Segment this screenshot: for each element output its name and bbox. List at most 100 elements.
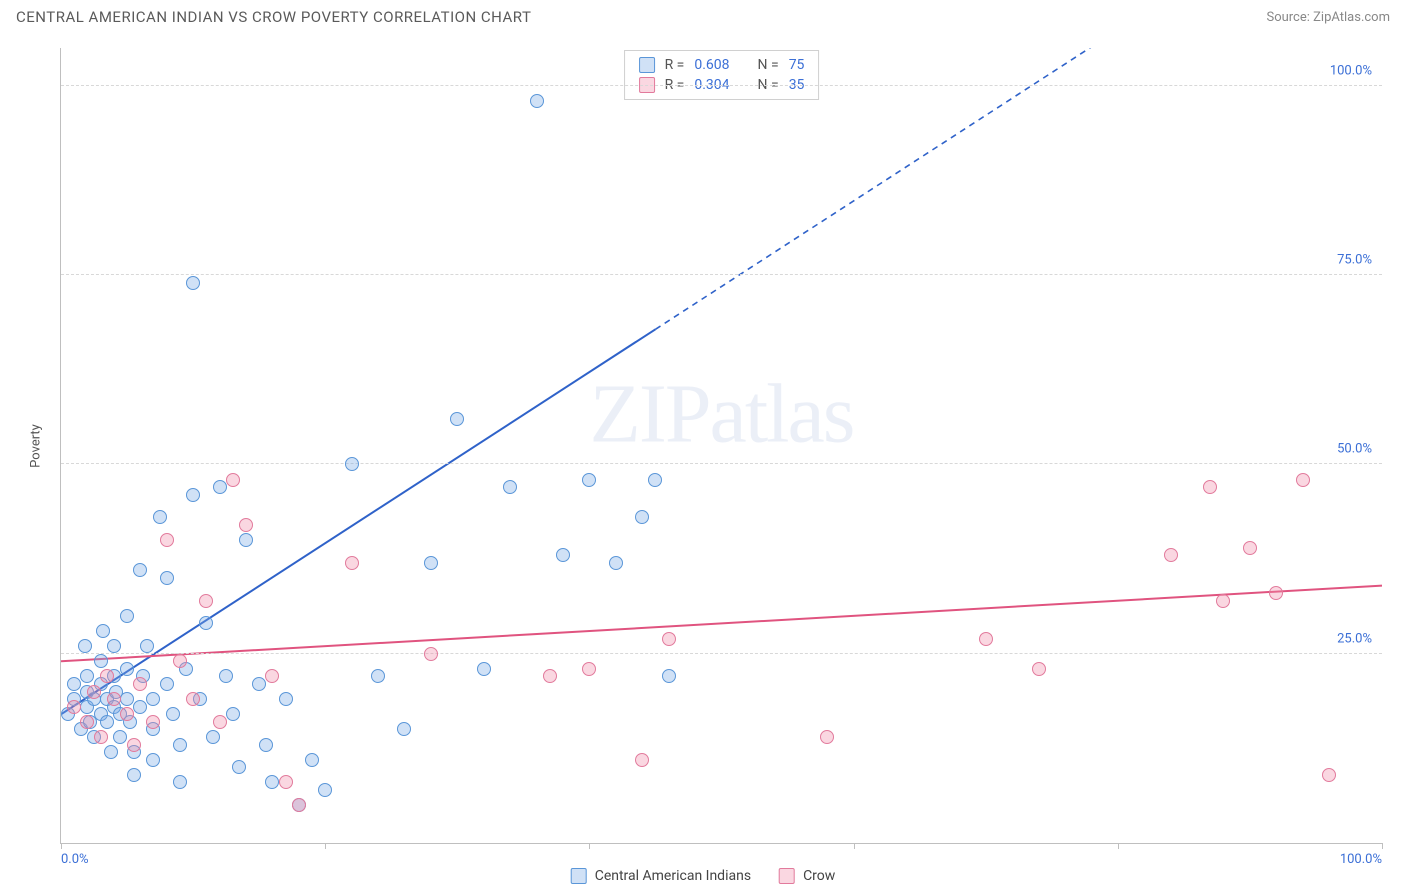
data-point	[648, 473, 662, 487]
data-point	[107, 639, 121, 653]
data-point	[226, 473, 240, 487]
data-point	[127, 738, 141, 752]
data-point	[173, 775, 187, 789]
data-point	[120, 707, 134, 721]
data-point	[113, 730, 127, 744]
stat-r-value: 0.608	[694, 57, 729, 73]
plot-area: ZIPatlas R =0.608N =75R =0.304N =35 25.0…	[60, 48, 1382, 844]
statistics-legend: R =0.608N =75R =0.304N =35	[624, 50, 820, 100]
data-point	[146, 715, 160, 729]
gridline	[61, 653, 1382, 654]
stat-r-label: R =	[665, 57, 685, 73]
data-point	[252, 677, 266, 691]
data-point	[530, 94, 544, 108]
stat-legend-row: R = 0.608 N = 75	[639, 55, 805, 75]
data-point	[609, 556, 623, 570]
data-point	[820, 730, 834, 744]
data-point	[397, 722, 411, 736]
y-tick-label: 25.0%	[1337, 631, 1372, 646]
x-tick	[1382, 843, 1383, 849]
data-point	[120, 609, 134, 623]
data-point	[146, 753, 160, 767]
data-point	[279, 692, 293, 706]
data-point	[120, 692, 134, 706]
data-point	[503, 480, 517, 494]
legend-label: Crow	[803, 868, 835, 884]
y-axis-label: Poverty	[28, 424, 43, 468]
data-point	[186, 276, 200, 290]
data-point	[662, 632, 676, 646]
data-point	[1164, 548, 1178, 562]
data-point	[80, 715, 94, 729]
data-point	[199, 594, 213, 608]
data-point	[635, 510, 649, 524]
data-point	[100, 715, 114, 729]
y-tick-label: 50.0%	[1337, 442, 1372, 457]
data-point	[318, 783, 332, 797]
data-point	[67, 677, 81, 691]
gridline	[61, 85, 1382, 86]
data-point	[345, 556, 359, 570]
data-point	[146, 692, 160, 706]
data-point	[556, 548, 570, 562]
data-point	[424, 647, 438, 661]
data-point	[166, 707, 180, 721]
x-tick	[854, 843, 855, 849]
chart-title: CENTRAL AMERICAN INDIAN VS CROW POVERTY …	[16, 8, 531, 26]
data-point	[450, 412, 464, 426]
data-point	[206, 730, 220, 744]
legend-item: Central American Indians	[571, 868, 751, 884]
legend-swatch	[571, 868, 587, 884]
data-point	[345, 457, 359, 471]
trendlines-svg	[61, 48, 1382, 843]
data-point	[226, 707, 240, 721]
watermark: ZIPatlas	[590, 365, 854, 462]
data-point	[78, 639, 92, 653]
x-tick-label: 0.0%	[61, 852, 89, 867]
data-point	[543, 669, 557, 683]
data-point	[160, 533, 174, 547]
legend-label: Central American Indians	[595, 868, 751, 884]
data-point	[87, 685, 101, 699]
x-tick	[61, 843, 62, 849]
data-point	[94, 730, 108, 744]
data-point	[1296, 473, 1310, 487]
data-point	[186, 692, 200, 706]
data-point	[133, 677, 147, 691]
data-point	[153, 510, 167, 524]
data-point	[160, 571, 174, 585]
data-point	[232, 760, 246, 774]
data-point	[96, 624, 110, 638]
x-tick	[589, 843, 590, 849]
x-tick-label: 100.0%	[1340, 852, 1382, 867]
source-label: Source: ZipAtlas.com	[1266, 10, 1390, 25]
stat-n-label: N =	[758, 57, 779, 73]
data-point	[186, 488, 200, 502]
x-tick	[325, 843, 326, 849]
y-tick-label: 75.0%	[1337, 253, 1372, 268]
y-tick-label: 100.0%	[1330, 63, 1372, 78]
data-point	[173, 654, 187, 668]
data-point	[127, 768, 141, 782]
data-point	[173, 738, 187, 752]
chart-container: Poverty ZIPatlas R =0.608N =75R =0.304N …	[16, 40, 1390, 852]
data-point	[160, 677, 174, 691]
legend-swatch	[779, 868, 795, 884]
data-point	[213, 715, 227, 729]
data-point	[1032, 662, 1046, 676]
data-point	[219, 669, 233, 683]
data-point	[259, 738, 273, 752]
stat-n-value: 75	[789, 57, 805, 73]
legend-item: Crow	[779, 868, 835, 884]
data-point	[133, 563, 147, 577]
data-point	[279, 775, 293, 789]
legend-swatch	[639, 57, 655, 73]
data-point	[662, 669, 676, 683]
gridline	[61, 274, 1382, 275]
data-point	[213, 480, 227, 494]
data-point	[477, 662, 491, 676]
data-point	[239, 518, 253, 532]
data-point	[107, 692, 121, 706]
data-point	[979, 632, 993, 646]
data-point	[104, 745, 118, 759]
